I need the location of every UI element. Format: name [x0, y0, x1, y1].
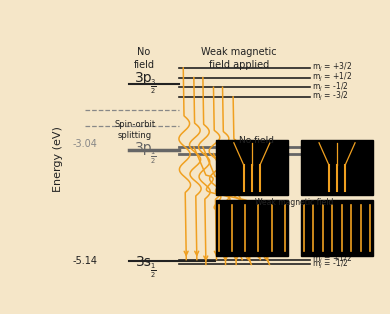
Text: 3p: 3p	[135, 71, 153, 84]
Text: m$_j$ = +1/2: m$_j$ = +1/2	[312, 253, 352, 266]
Text: m$_j$ = +1/2: m$_j$ = +1/2	[312, 140, 352, 154]
Text: m$_j$ = -1/2: m$_j$ = -1/2	[312, 258, 348, 271]
Text: $\frac{1}{2}$: $\frac{1}{2}$	[150, 148, 156, 166]
Text: m$_j$ = -1/2: m$_j$ = -1/2	[312, 147, 348, 160]
Bar	[216, 200, 288, 256]
Text: Weak magnetic
field applied: Weak magnetic field applied	[201, 47, 277, 70]
Bar	[216, 140, 288, 195]
Text: $\frac{3}{2}$: $\frac{3}{2}$	[150, 78, 156, 96]
Text: -5.14: -5.14	[73, 256, 98, 266]
Text: m$_j$ = -1/2: m$_j$ = -1/2	[312, 81, 348, 94]
Bar	[301, 200, 373, 256]
Text: Energy (eV): Energy (eV)	[53, 126, 63, 192]
Text: m$_j$ = -3/2: m$_j$ = -3/2	[312, 90, 348, 104]
Text: m$_j$ = +1/2: m$_j$ = +1/2	[312, 71, 352, 84]
Text: m$_j$ = +3/2: m$_j$ = +3/2	[312, 61, 352, 74]
Text: -3.04: -3.04	[73, 139, 98, 149]
Text: No field: No field	[239, 136, 274, 145]
Text: Weak magnetic field: Weak magnetic field	[255, 198, 333, 207]
Text: Spin-orbit
splitting: Spin-orbit splitting	[114, 120, 156, 140]
Text: 3s: 3s	[136, 255, 152, 269]
Bar	[301, 140, 373, 195]
Text: 3p: 3p	[135, 141, 153, 155]
Text: $\frac{1}{2}$: $\frac{1}{2}$	[150, 261, 156, 280]
Text: No
field: No field	[133, 47, 154, 70]
